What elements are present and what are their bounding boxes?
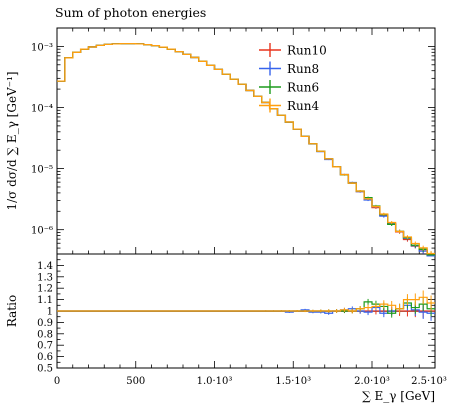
- x-ticks: 0 500 1.0·10³ 1.5·10³ 2.0·10³ 2.5·10³: [54, 28, 447, 387]
- series-line-run4: [57, 42, 435, 255]
- y-tick-label: 10⁻⁴: [31, 103, 53, 114]
- ratio-tick-label: 0.8: [37, 329, 53, 340]
- x-tick-label: 1.0·10³: [197, 376, 233, 387]
- series-line-run8: [57, 42, 435, 257]
- ratio-tick-label: 1.3: [37, 272, 53, 283]
- y-tick-label: 10⁻⁶: [31, 226, 53, 237]
- main-y-ticks: 10⁻³ 10⁻⁴ 10⁻⁵ 10⁻⁶: [31, 27, 435, 255]
- x-axis-label: ∑ E_γ [GeV]: [362, 389, 435, 403]
- ratio-line-run4: [57, 296, 435, 312]
- y-tick-label: 10⁻³: [31, 42, 53, 53]
- legend-label-run8: Run8: [287, 62, 319, 76]
- x-tick-label: 2.0·10³: [354, 376, 390, 387]
- ratio-tick-label: 1.4: [37, 261, 53, 272]
- legend-label-run6: Run6: [287, 81, 319, 95]
- ratio-tick-label: 0.9: [37, 318, 53, 329]
- y-tick-label: 10⁻⁵: [31, 165, 53, 176]
- legend-label-run10: Run10: [287, 44, 327, 58]
- ratio-axis-label: Ratio: [5, 295, 19, 327]
- chart-title: Sum of photon energies: [55, 5, 206, 20]
- ratio-tick-label: 0.7: [37, 341, 53, 352]
- main-panel: [56, 27, 436, 255]
- x-tick-label: 500: [126, 376, 145, 387]
- x-tick-label: 1.5·10³: [275, 376, 311, 387]
- legend: Run10 Run8 Run6 Run4: [259, 43, 327, 113]
- main-series: [57, 42, 435, 257]
- x-tick-label: 0: [54, 376, 60, 387]
- ratio-y-ticks: 0.50.60.70.80.911.11.21.31.4: [37, 253, 435, 375]
- y-axis-label: 1/σ dσ/d ∑ E_γ [GeV⁻¹]: [5, 71, 19, 210]
- ratio-series: [57, 290, 435, 321]
- x-tick-label: 2.5·10³: [411, 376, 447, 387]
- ratio-tick-label: 1: [47, 307, 53, 318]
- series-line-run10: [57, 42, 435, 257]
- series-line-run6: [57, 42, 435, 256]
- ratio-tick-label: 0.6: [37, 352, 53, 363]
- legend-label-run4: Run4: [287, 99, 319, 113]
- ratio-tick-label: 1.2: [37, 284, 53, 295]
- ratio-tick-label: 0.5: [37, 364, 53, 375]
- ratio-tick-label: 1.1: [37, 295, 53, 306]
